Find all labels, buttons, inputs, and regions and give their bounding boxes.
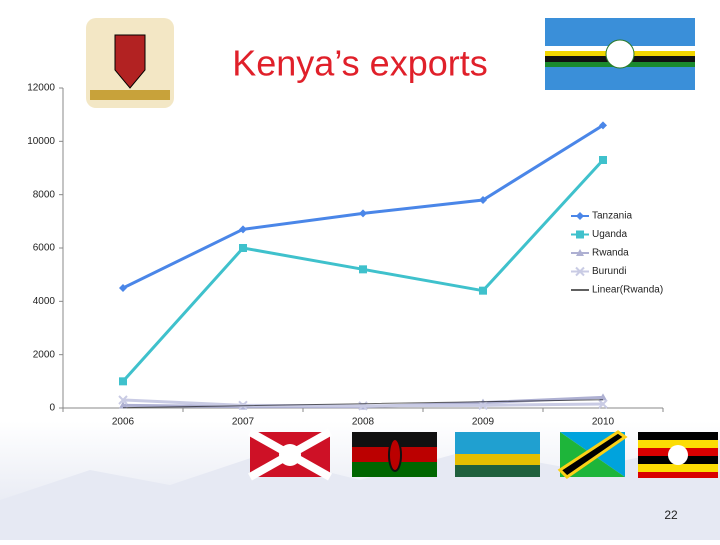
- x-tick-label: 2010: [592, 417, 615, 428]
- trend-line: [122, 399, 604, 409]
- marker: [119, 377, 127, 386]
- marker: [599, 121, 607, 130]
- marker: [119, 284, 127, 292]
- marker: [359, 209, 367, 218]
- y-tick-label: 2000: [33, 349, 56, 360]
- legend-label: Uganda: [592, 229, 627, 240]
- series: [118, 395, 608, 411]
- y-tick-label: 4000: [33, 296, 56, 307]
- marker: [599, 156, 607, 164]
- eac-flag: [545, 18, 695, 90]
- marker: [598, 399, 608, 409]
- chart-title: Kenya’s exports: [232, 43, 487, 84]
- y-tick-label: 0: [49, 403, 55, 414]
- marker: [575, 266, 585, 277]
- series: [119, 156, 607, 386]
- y-tick-label: 12000: [27, 83, 55, 94]
- marker: [239, 244, 247, 252]
- x-tick-label: 2006: [112, 417, 135, 428]
- marker: [118, 395, 128, 405]
- marker: [239, 225, 247, 234]
- legend-label: Rwanda: [592, 248, 629, 259]
- series: [122, 399, 604, 409]
- marker: [599, 393, 607, 401]
- marker: [359, 265, 367, 274]
- legend-label: Tanzania: [592, 211, 632, 222]
- marker: [576, 249, 584, 256]
- legend-label: Linear(Rwanda): [592, 285, 663, 296]
- marker: [479, 286, 487, 295]
- marker: [478, 400, 488, 411]
- marker: [576, 212, 584, 220]
- flags: [248, 428, 718, 481]
- marker: [119, 401, 127, 409]
- y-tick-label: 6000: [33, 243, 56, 254]
- page-number: 22: [664, 508, 678, 522]
- x-tick-label: 2007: [232, 417, 255, 428]
- x-tick-label: 2009: [472, 417, 495, 428]
- legend-label: Burundi: [592, 266, 626, 277]
- coat-of-arms: [86, 18, 174, 108]
- y-tick-label: 8000: [33, 189, 56, 200]
- marker: [479, 196, 487, 204]
- marker: [576, 230, 584, 239]
- series: [119, 121, 607, 292]
- y-tick-label: 10000: [27, 136, 55, 147]
- plot: 0 2000 4000 6000 8000 10000 12000 2006 2007 2008 2…: [27, 83, 664, 428]
- x-tick-label: 2008: [352, 417, 375, 428]
